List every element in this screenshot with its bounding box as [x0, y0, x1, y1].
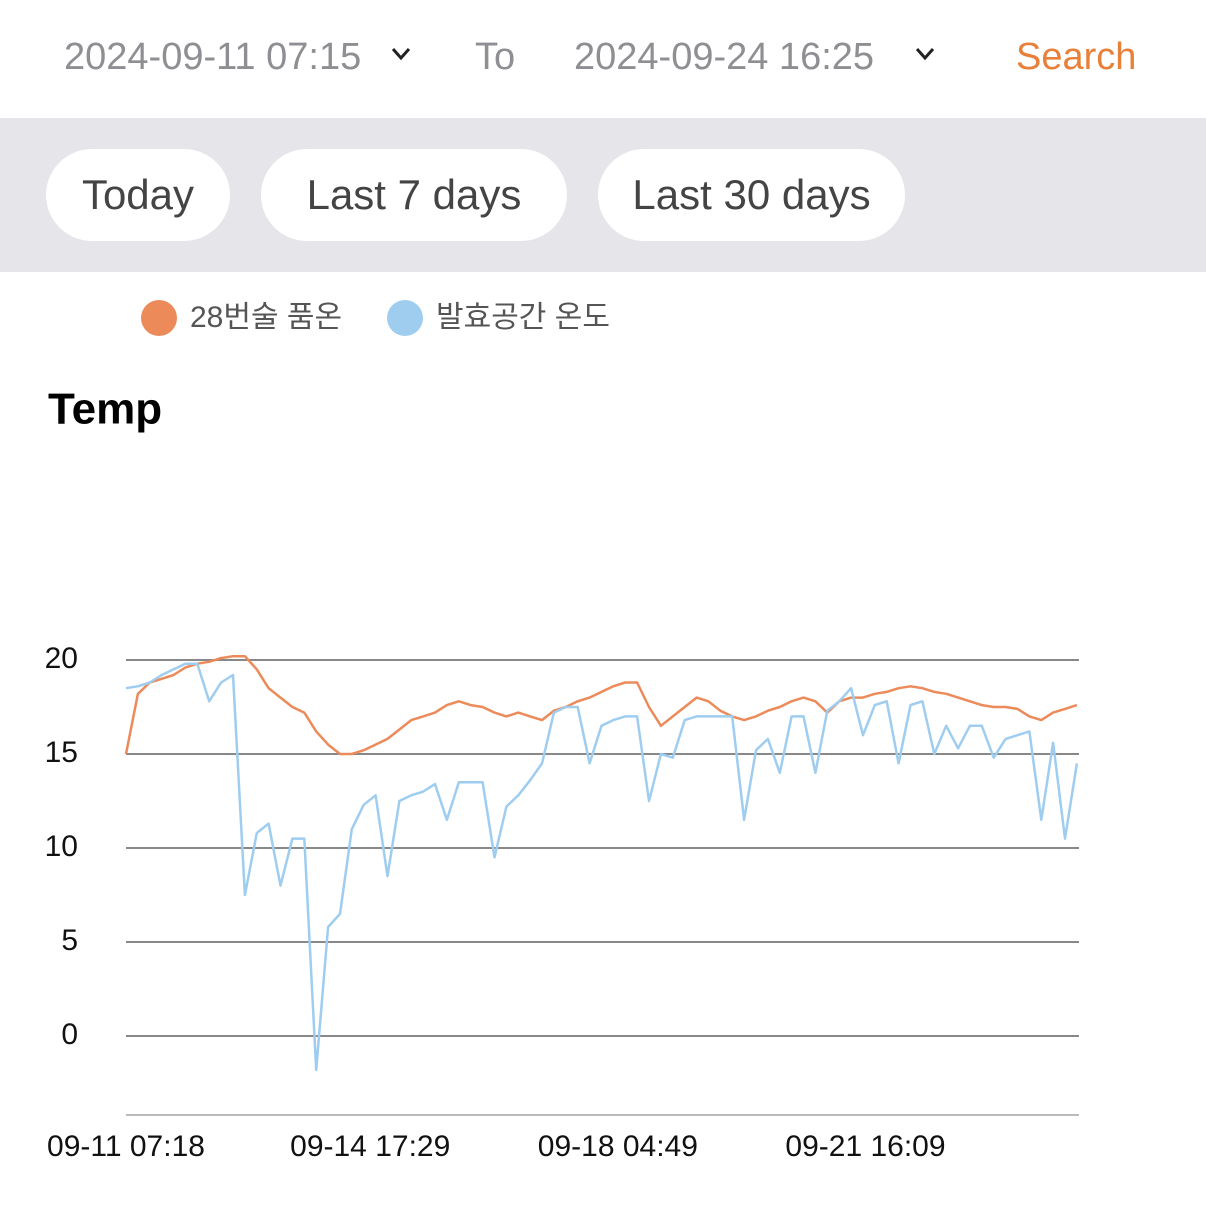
y-tick-label: 15 [45, 736, 78, 769]
x-tick-label: 09-21 16:09 [785, 1130, 945, 1163]
end-date[interactable]: 2024-09-24 16:25 [574, 36, 875, 78]
quick-range-bar: Today Last 7 days Last 30 days [0, 118, 1206, 272]
range-button[interactable]: Last 7 days [261, 149, 567, 241]
x-tick-label: 09-18 04:49 [538, 1130, 698, 1163]
chart-title: Temp [48, 385, 162, 434]
chart-body: Temp 0 5 10 15 20 09-11 07:18 09-14 17:29 09-18… [45, 300, 1079, 1163]
y-tick-label: 5 [61, 924, 78, 957]
chart: Temp 0 5 10 15 20 09-11 07:18 09-14 17:29 09-18… [45, 300, 1079, 1163]
legend-label: 발효공간 온도 [436, 301, 610, 334]
y-tick-label: 10 [45, 830, 78, 863]
range-button[interactable]: Last 30 days [598, 149, 905, 241]
date-range-bar: 2024-09-11 07:15 To 2024-09-24 16:25 Sea… [0, 0, 1206, 118]
to-label: To [475, 36, 516, 78]
chevron [391, 48, 411, 61]
legend-swatch [387, 300, 423, 336]
y-tick-label: 20 [45, 642, 78, 675]
start-date[interactable]: 2024-09-11 07:15 [64, 36, 362, 78]
x-tick-label: 09-11 07:18 [47, 1130, 205, 1163]
search-button[interactable]: Search [1016, 36, 1137, 78]
range-button[interactable]: Today [46, 149, 230, 241]
legend-swatch [141, 300, 177, 336]
series-line [125, 662, 1079, 1072]
x-tick-label: 09-14 17:29 [290, 1130, 450, 1163]
series-line [124, 654, 1078, 756]
y-tick-label: 0 [61, 1018, 78, 1051]
legend-label: 28번술 품온 [190, 301, 342, 334]
chevron [915, 48, 935, 61]
